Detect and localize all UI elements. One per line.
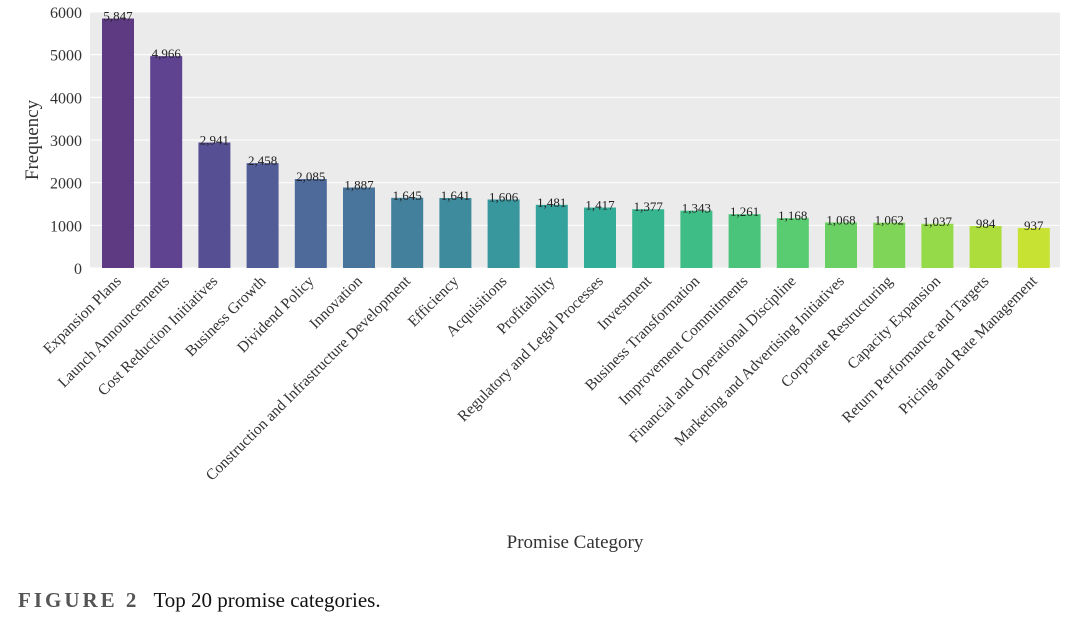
y-axis-ticks: 0 1000 2000 3000 4000 5000 6000 <box>50 5 82 278</box>
y-tick-label: 6000 <box>50 5 82 22</box>
bar <box>150 56 183 268</box>
bar <box>391 197 424 268</box>
bar-value-label: 1,641 <box>441 188 470 203</box>
bar-value-label: 984 <box>976 216 996 231</box>
bar-value-label: 937 <box>1024 218 1044 233</box>
figure-caption: FIGURE 2 Top 20 promise categories. <box>18 588 381 613</box>
bar-value-label: 1,068 <box>826 212 855 227</box>
bar <box>825 222 857 268</box>
bar <box>487 199 520 268</box>
y-tick-label: 1000 <box>50 218 82 235</box>
y-tick-label: 3000 <box>50 133 82 150</box>
bar <box>776 218 809 268</box>
y-axis-label: Frequency <box>22 99 43 180</box>
bar <box>246 163 279 268</box>
bar <box>198 142 231 268</box>
bar <box>969 226 1002 268</box>
bar <box>102 18 134 268</box>
x-tick-label: Marketing and Advertising Initiatives <box>671 273 848 450</box>
bar-value-label: 1,261 <box>730 204 759 219</box>
y-tick-label: 5000 <box>50 48 82 65</box>
bar-value-label: 2,941 <box>200 133 229 148</box>
bar <box>921 223 954 268</box>
x-axis-label: Promise Category <box>507 532 644 553</box>
bar <box>535 204 568 268</box>
caption-text: Top 20 promise categories. <box>153 588 381 612</box>
bar-value-label: 1,481 <box>537 195 566 210</box>
value-labels: 5,847 4,966 2,941 2,458 2,085 1,887 1,645 1,641… <box>103 9 1044 233</box>
bar <box>632 209 665 268</box>
bar-value-label: 1,343 <box>682 201 711 216</box>
bar <box>680 210 713 268</box>
bar <box>343 187 375 268</box>
bars <box>102 18 1050 268</box>
bar-value-label: 5,847 <box>103 9 133 24</box>
bar-value-label: 4,966 <box>152 46 182 61</box>
bar-value-label: 1,606 <box>489 189 519 204</box>
bar-value-label: 1,062 <box>875 213 904 228</box>
bar <box>728 214 761 268</box>
bar <box>873 222 906 268</box>
bar-value-label: 1,887 <box>344 177 374 192</box>
bar-value-label: 2,085 <box>296 169 325 184</box>
figure-number: FIGURE 2 <box>18 588 140 612</box>
bar <box>439 197 472 268</box>
bar-value-label: 1,645 <box>393 188 422 203</box>
y-tick-label: 4000 <box>50 90 82 107</box>
bar-value-label: 1,377 <box>634 199 664 214</box>
bar-chart: 0 1000 2000 3000 4000 5000 6000 5,847 4,966 2,94… <box>22 5 1060 553</box>
y-tick-label: 2000 <box>50 176 82 193</box>
bar <box>294 179 327 268</box>
bar-value-label: 1,168 <box>778 208 807 223</box>
bar-value-label: 1,037 <box>923 214 953 229</box>
bar <box>584 207 616 268</box>
y-tick-label: 0 <box>74 261 82 278</box>
bar-value-label: 1,417 <box>585 198 615 213</box>
bar-value-label: 2,458 <box>248 153 277 168</box>
bar <box>1017 228 1050 268</box>
